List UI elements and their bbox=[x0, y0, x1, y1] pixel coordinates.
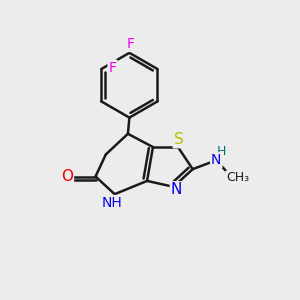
Text: F: F bbox=[109, 61, 116, 75]
Text: CH₃: CH₃ bbox=[226, 172, 249, 184]
Text: S: S bbox=[174, 132, 183, 147]
Text: N: N bbox=[211, 153, 221, 167]
Text: N: N bbox=[171, 182, 182, 197]
Text: NH: NH bbox=[101, 196, 122, 210]
Text: H: H bbox=[217, 145, 226, 158]
Text: O: O bbox=[61, 169, 73, 184]
Text: F: F bbox=[127, 37, 135, 51]
